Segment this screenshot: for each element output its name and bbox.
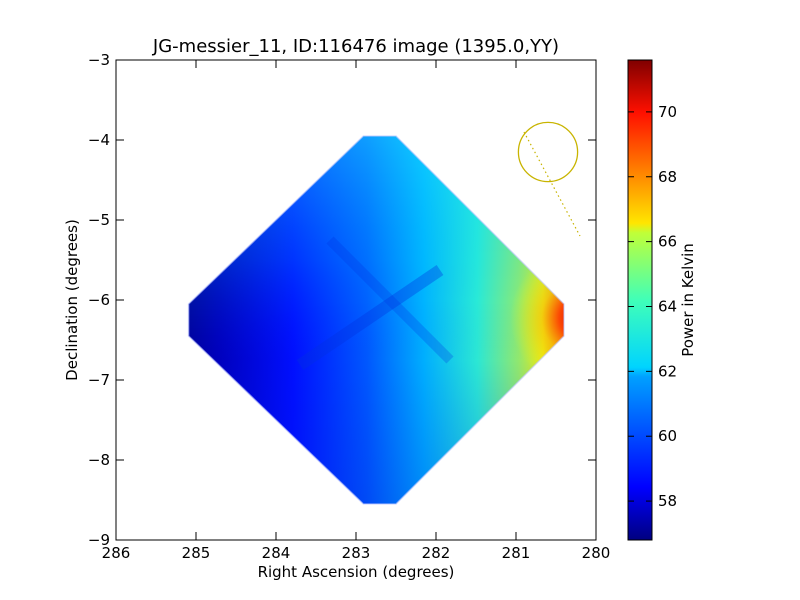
y-tick-label: −8 bbox=[88, 451, 110, 469]
y-tick-label: −4 bbox=[88, 131, 110, 149]
x-tick-label: 282 bbox=[422, 544, 451, 562]
x-axis-ticks: 286 285 284 283 282 281 280 bbox=[102, 60, 611, 562]
y-tick-label: −9 bbox=[88, 531, 110, 549]
x-tick-label: 286 bbox=[102, 544, 131, 562]
x-tick-label: 284 bbox=[262, 544, 291, 562]
colorbar-tick-label: 66 bbox=[658, 233, 677, 251]
chart-title: JG-messier_11, ID:116476 image (1395.0,Y… bbox=[152, 36, 559, 57]
x-axis-label: Right Ascension (degrees) bbox=[258, 563, 455, 581]
y-tick-label: −6 bbox=[88, 291, 110, 309]
colorbar-tick-label: 62 bbox=[658, 362, 677, 380]
y-axis-label: Declination (degrees) bbox=[63, 219, 81, 381]
x-tick-label: 280 bbox=[582, 544, 611, 562]
y-tick-label: −3 bbox=[88, 51, 110, 69]
beam-circle bbox=[517, 121, 579, 183]
colorbar bbox=[627, 59, 653, 541]
x-tick-label: 285 bbox=[182, 544, 211, 562]
colorbar-tick-label: 64 bbox=[658, 297, 677, 315]
x-tick-label: 283 bbox=[342, 544, 371, 562]
footprint-edge bbox=[187, 135, 565, 505]
colorbar-tick-label: 58 bbox=[658, 492, 677, 510]
beam-line bbox=[523, 131, 581, 237]
y-tick-label: −5 bbox=[88, 211, 110, 229]
footprint-cross-a bbox=[296, 265, 444, 370]
colorbar-tick-label: 68 bbox=[658, 168, 677, 186]
colorbar-ticks: 58 60 62 64 66 68 70 bbox=[628, 103, 677, 510]
footprint-cross-b bbox=[326, 236, 454, 364]
y-tick-label: −7 bbox=[88, 371, 110, 389]
colorbar-label: Power in Kelvin bbox=[679, 243, 697, 357]
colorbar-tick-label: 60 bbox=[658, 427, 677, 445]
y-axis-ticks: −3 −4 −5 −6 −7 −8 −9 bbox=[88, 51, 596, 549]
colorbar-tick-label: 70 bbox=[658, 103, 677, 121]
x-tick-label: 281 bbox=[502, 544, 531, 562]
